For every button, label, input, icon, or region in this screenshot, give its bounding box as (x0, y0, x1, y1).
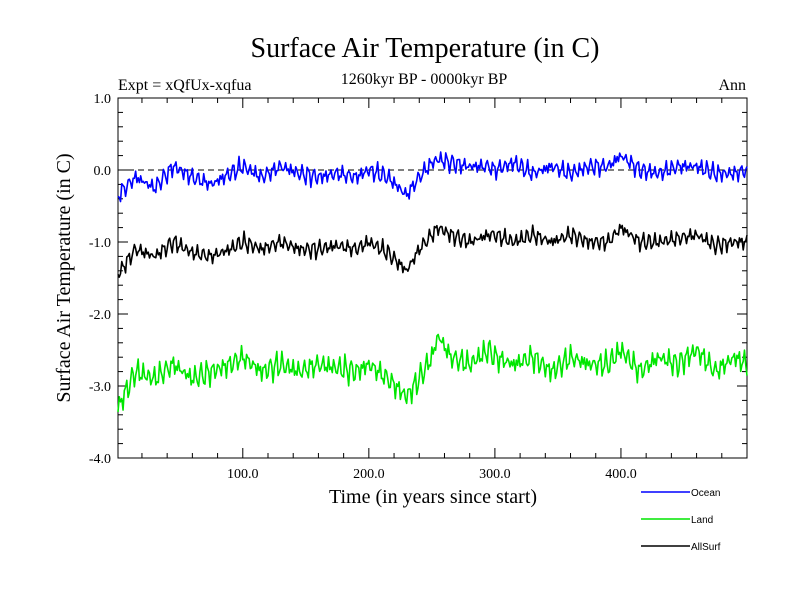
legend-label-land: Land (691, 515, 713, 526)
x-tick-label-400: 400.0 (605, 467, 637, 482)
chart-subtitle: 1260kyr BP - 0000kyr BP (341, 71, 508, 88)
y-tick-label-0: 0.0 (94, 164, 112, 179)
y-tick-label-minus-4: -4.0 (89, 452, 111, 467)
y-tick-label-minus-1: -1.0 (89, 236, 111, 251)
plot-area (117, 97, 748, 459)
series-line-allsurf (117, 223, 748, 278)
legend: Ocean Land AllSurf (641, 488, 721, 553)
series-line-ocean (117, 151, 748, 203)
plot-frame (117, 97, 748, 459)
y-tick-label-1: 1.0 (94, 92, 112, 107)
experiment-label: Expt = xQfUx-xqfua (118, 77, 251, 94)
x-tick-labels: 100.0 200.0 300.0 400.0 (227, 467, 637, 482)
legend-label-allsurf: AllSurf (691, 542, 721, 553)
season-label: Ann (718, 77, 746, 94)
y-tick-labels: 1.0 0.0 -1.0 -2.0 -3.0 -4.0 (89, 92, 111, 467)
legend-label-ocean: Ocean (691, 488, 720, 499)
x-tick-label-300: 300.0 (479, 467, 511, 482)
x-tick-label-100: 100.0 (227, 467, 259, 482)
chart-title: Surface Air Temperature (in C) (251, 33, 600, 64)
axis-ticks (118, 97, 747, 459)
series-lines (117, 151, 748, 413)
y-tick-label-minus-2: -2.0 (89, 308, 111, 323)
x-tick-label-200: 200.0 (353, 467, 385, 482)
y-tick-label-minus-3: -3.0 (89, 380, 111, 395)
series-line-land (117, 333, 748, 413)
y-axis-label: Surface Air Temperature (in C) (53, 153, 75, 402)
x-axis-label: Time (in years since start) (329, 486, 537, 508)
